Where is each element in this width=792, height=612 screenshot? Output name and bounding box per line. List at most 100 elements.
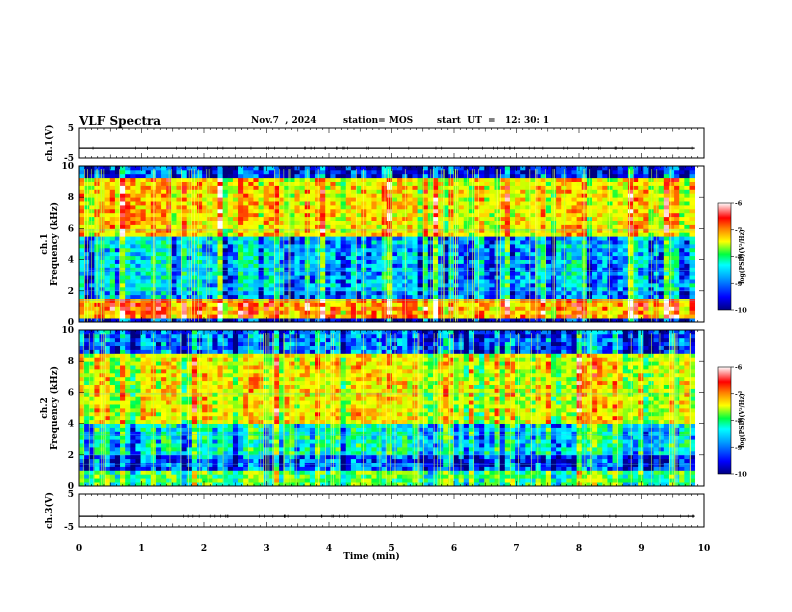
- ch1-spectrogram-cell: [525, 205, 531, 210]
- ch1-spectrogram-cell: [391, 259, 398, 264]
- ch1-spectrogram-cell: [386, 181, 393, 186]
- ch1-spectrogram-cell: [253, 236, 259, 241]
- ch1-spectrogram-cell: [499, 271, 506, 276]
- ch1-spectrogram-cell: [391, 205, 398, 210]
- ch1-spectrogram-cell: [207, 306, 213, 311]
- ch1-spectrogram-cell: [181, 244, 188, 249]
- ch1-spectrogram-cell: [689, 166, 696, 171]
- ch1-spectrogram-cell: [145, 169, 152, 175]
- ch1-spectrogram-cell: [479, 232, 485, 237]
- ch1-spectrogram-cell: [330, 247, 336, 253]
- ch1-spectrogram-cell: [125, 279, 131, 284]
- ch2-spectrogram-cell: [79, 396, 85, 401]
- ch1-spectrogram-cell: [556, 173, 562, 179]
- ch1-spectrogram-cell: [79, 166, 85, 171]
- ch1-spectrogram-cell: [309, 216, 316, 221]
- ch1-spectrogram-cell: [371, 294, 377, 299]
- ch1-spectrogram-cell: [243, 236, 249, 241]
- ch1-spectrogram-cell: [458, 290, 465, 296]
- ch1-spectrogram-cell: [268, 255, 275, 260]
- ch1-spectrogram-cell: [120, 302, 126, 307]
- ch1-spectrogram-cell: [612, 286, 619, 292]
- ch1-spectrogram-cell: [520, 169, 526, 175]
- ch1-spectrogram-cell: [648, 201, 654, 206]
- ch1-spectrogram-cell: [499, 275, 506, 280]
- ch1-spectrogram-cell: [104, 228, 111, 233]
- ch1-spectrogram-cell: [299, 271, 306, 276]
- ch1-spectrogram-cell: [658, 181, 665, 186]
- ch1-spectrogram-cell: [89, 286, 95, 292]
- ch1-spectrogram-cell: [89, 173, 95, 179]
- ch1-spectrogram-cell: [376, 185, 383, 190]
- ch1-spectrogram-cell: [381, 181, 388, 186]
- ch1-spectrogram-cell: [658, 169, 665, 175]
- ch1-spectrogram-cell: [474, 251, 480, 257]
- ch1-spectrogram-cell: [253, 247, 259, 253]
- ch1-spectrogram-cell: [196, 236, 203, 241]
- ch1-spectrogram-cell: [479, 306, 485, 311]
- ch1-spectrogram-cell: [84, 185, 90, 190]
- ch1-spectrogram-cell: [294, 208, 300, 214]
- ch1-spectrogram-cell: [227, 220, 234, 225]
- ch1-spectrogram-cell: [299, 220, 306, 225]
- ch1-spectrogram-cell: [330, 193, 336, 198]
- ch1-spectrogram-cell: [504, 263, 511, 268]
- ch1-spectrogram-cell: [407, 271, 413, 276]
- ch1-spectrogram-cell: [340, 220, 347, 225]
- ch1-spectrogram-cell: [550, 185, 557, 190]
- ch1-spectrogram-cell: [99, 193, 106, 198]
- ch1-spectrogram-cell: [253, 224, 259, 229]
- ch1-spectrogram-cell: [468, 283, 475, 288]
- ch1-spectrogram-cell: [550, 302, 557, 307]
- ch1-spectrogram-cell: [550, 169, 557, 175]
- ch1-spectrogram-cell: [520, 259, 526, 264]
- ch1-spectrogram-cell: [479, 302, 485, 307]
- ch1-spectrogram-cell: [89, 267, 95, 272]
- ch1-spectrogram-cell: [161, 212, 167, 218]
- ch1-spectrogram-cell: [381, 247, 388, 253]
- ch1-spectrogram-cell: [566, 271, 572, 276]
- ch1-spectrogram-cell: [350, 201, 357, 206]
- ch1-spectrogram-cell: [309, 212, 316, 218]
- ch1-spectrogram-cell: [207, 216, 213, 221]
- ch1-spectrogram-cell: [504, 197, 511, 202]
- ch1-spectrogram-cell: [130, 166, 136, 171]
- ch1-spectrogram-cell: [340, 318, 347, 323]
- ch1-spectrogram-cell: [130, 306, 136, 311]
- ch1-spectrogram-cell: [161, 279, 167, 284]
- ch1-spectrogram-cell: [171, 294, 177, 299]
- ch1-spectrogram-cell: [643, 279, 649, 284]
- ch1-spectrogram-cell: [540, 302, 547, 307]
- ch1-spectrogram-cell: [125, 302, 131, 307]
- ch1-spectrogram-cell: [468, 263, 475, 268]
- ch1-spectrogram-cell: [689, 224, 696, 229]
- ch1-spectrogram-cell: [130, 294, 136, 299]
- ch1-spectrogram-cell: [258, 298, 265, 303]
- ch1-spectrogram-cell: [79, 193, 85, 198]
- ch1-spectrogram-cell: [407, 283, 413, 288]
- ch1-spectrogram-cell: [540, 173, 547, 179]
- ch1-spectrogram-cell: [520, 232, 526, 237]
- ch1-spectrogram-cell: [232, 290, 239, 296]
- ch1-spectrogram-cell: [217, 267, 224, 272]
- ch1-spectrogram-cell: [176, 232, 182, 237]
- ch1-spectrogram-cell: [535, 283, 542, 288]
- ch1-spectrogram-cell: [135, 314, 141, 319]
- ch1-spectrogram-cell: [556, 251, 562, 257]
- ch1-spectrogram-cell: [535, 298, 542, 303]
- ch1-spectrogram-cell: [361, 189, 367, 194]
- ch1-spectrogram-cell: [520, 247, 526, 253]
- ch1-spectrogram-cell: [535, 212, 542, 218]
- ch1-spectrogram-cell: [371, 279, 377, 284]
- ch1-spectrogram-cell: [638, 244, 644, 249]
- ch1-spectrogram-cell: [566, 212, 572, 218]
- ch1-spectrogram-cell: [120, 255, 126, 260]
- ch1-spectrogram-cell: [617, 228, 624, 233]
- ch1-spectrogram-cell: [381, 263, 388, 268]
- ch1-spectrogram-cell: [294, 212, 300, 218]
- ch1-spectrogram-cell: [361, 283, 367, 288]
- ch1-spectrogram-cell: [479, 185, 485, 190]
- ch1-spectrogram-cell: [463, 224, 470, 229]
- ch1-spectrogram-cell: [212, 220, 218, 225]
- ch1-spectrogram-cell: [571, 173, 578, 179]
